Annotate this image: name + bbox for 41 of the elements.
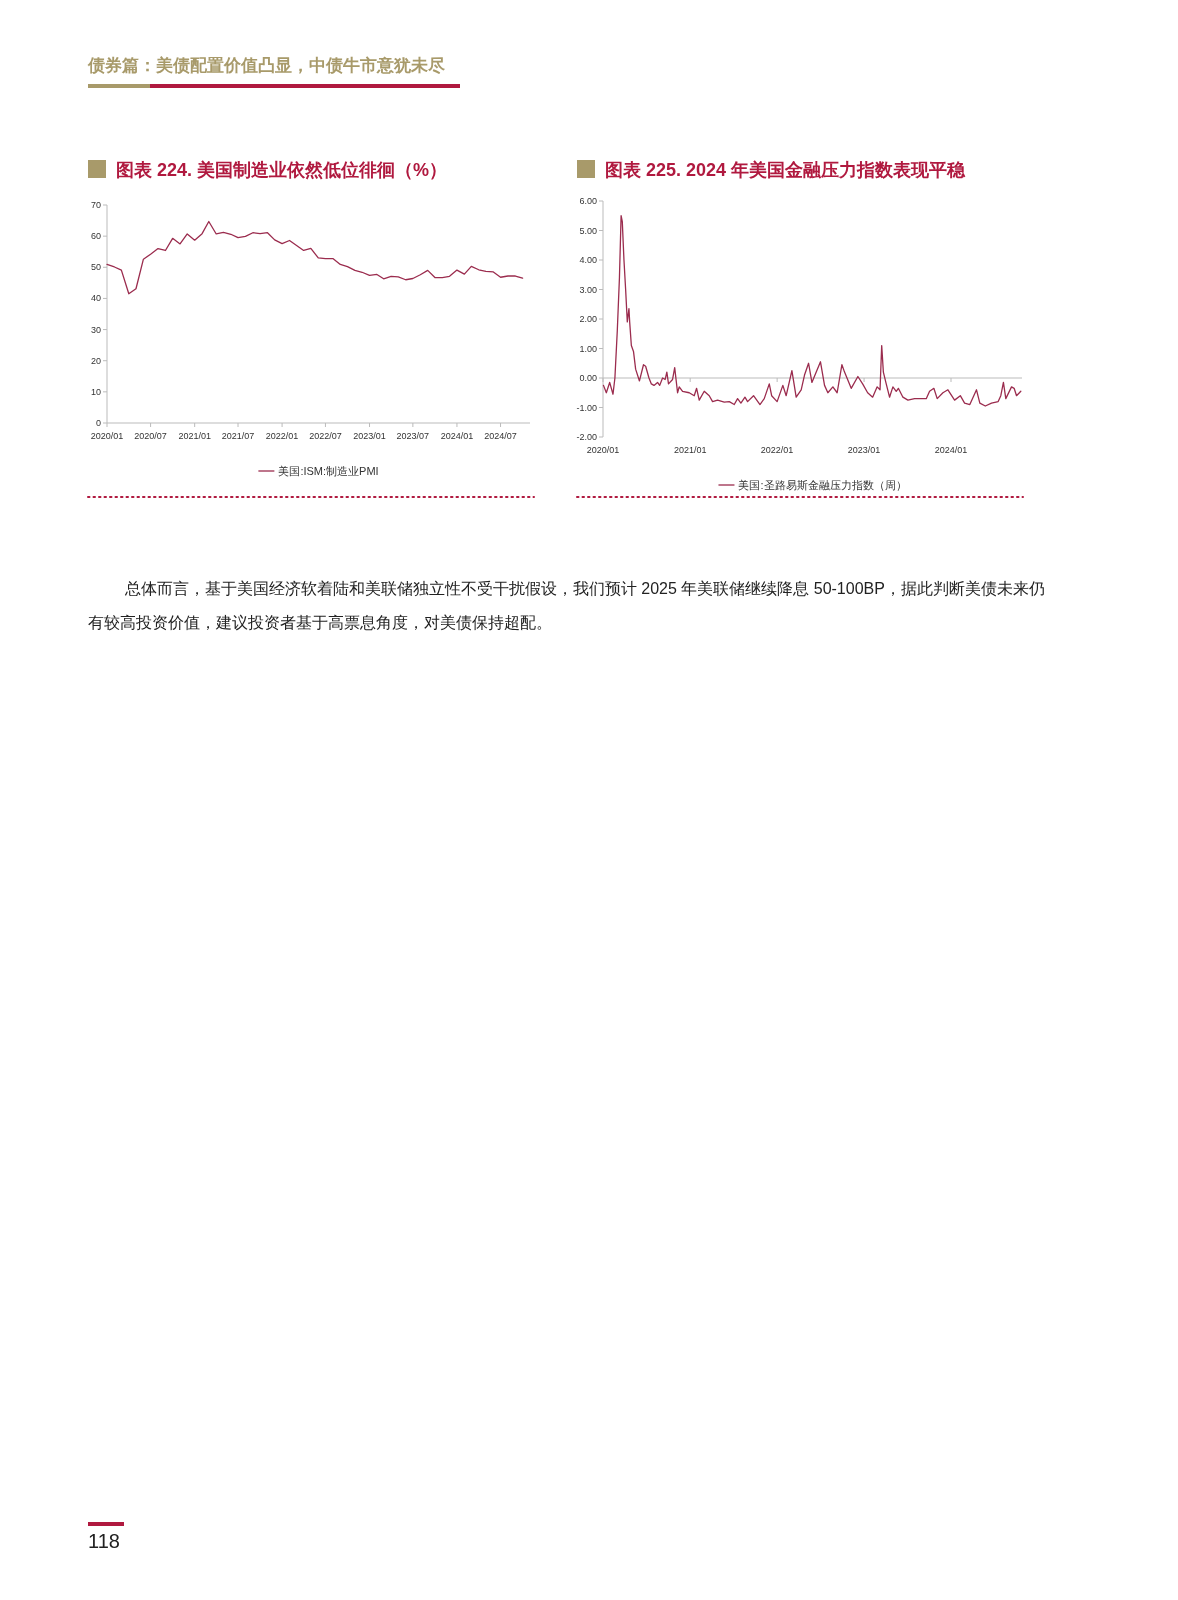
x-tick-label: 2022/01 <box>265 431 299 441</box>
x-tick-label: 2020/01 <box>586 445 620 455</box>
y-tick-label: 6.00 <box>579 196 597 206</box>
y-tick-label: -2.00 <box>576 432 597 442</box>
y-tick-label: 4.00 <box>579 255 597 265</box>
line-series <box>106 220 524 295</box>
y-tick-label: 40 <box>90 293 101 304</box>
chart-title: 图表 224. 美国制造业依然低位徘徊（%） <box>116 160 448 180</box>
line-series <box>602 215 1022 407</box>
y-tick-label: 0 <box>95 418 101 428</box>
y-tick-label: 10 <box>90 386 101 397</box>
y-tick-label: 1.00 <box>579 343 597 354</box>
y-tick-label: 30 <box>90 324 101 335</box>
y-tick-label: -1.00 <box>576 402 597 413</box>
x-tick-label: 2021/07 <box>221 431 255 441</box>
x-tick-label: 2024/01 <box>934 445 968 455</box>
y-tick-label: 70 <box>90 200 101 210</box>
y-tick-label: 50 <box>90 262 101 273</box>
y-tick-label: 5.00 <box>579 225 597 236</box>
x-tick-label: 2020/07 <box>134 431 167 441</box>
y-tick-label: 60 <box>90 231 101 242</box>
chart-title: 图表 225. 2024 年美国金融压力指数表现平稳 <box>605 160 967 180</box>
x-tick-label: 2023/07 <box>396 431 430 441</box>
y-tick-label: 20 <box>90 355 101 366</box>
y-tick-label: 0.00 <box>579 373 597 383</box>
text: 总体而言，基于美国经济软着陆和美联储独立性不受干扰假设，我们预计 2025 年美联储继续降息 50-100BP，据此判断美债未来仍有较高投资价值，建议投资者基于高票息角度，对美债保持超配。 <box>88 579 1046 633</box>
x-tick-label: 2022/01 <box>760 445 794 455</box>
text: 118 <box>88 1530 120 1553</box>
x-tick-label: 2021/01 <box>673 445 707 455</box>
text: 债券篇：美债配置价值凸显，中债牛市意犹未尽 <box>88 55 445 77</box>
y-tick-label: 2.00 <box>579 314 597 324</box>
x-tick-label: 2021/01 <box>178 431 211 441</box>
x-tick-label: 2024/07 <box>484 431 517 441</box>
x-tick-label: 2022/07 <box>309 431 342 441</box>
x-tick-label: 2023/01 <box>353 431 386 441</box>
x-tick-label: 2024/01 <box>440 431 474 441</box>
legend-label: 美国:圣路易斯金融压力指数（周） <box>738 479 907 491</box>
legend-label: 美国:ISM:制造业PMI <box>278 465 379 477</box>
x-tick-label: 2023/01 <box>847 445 881 455</box>
y-tick-label: 3.00 <box>579 284 597 295</box>
x-tick-label: 2020/01 <box>90 431 124 441</box>
